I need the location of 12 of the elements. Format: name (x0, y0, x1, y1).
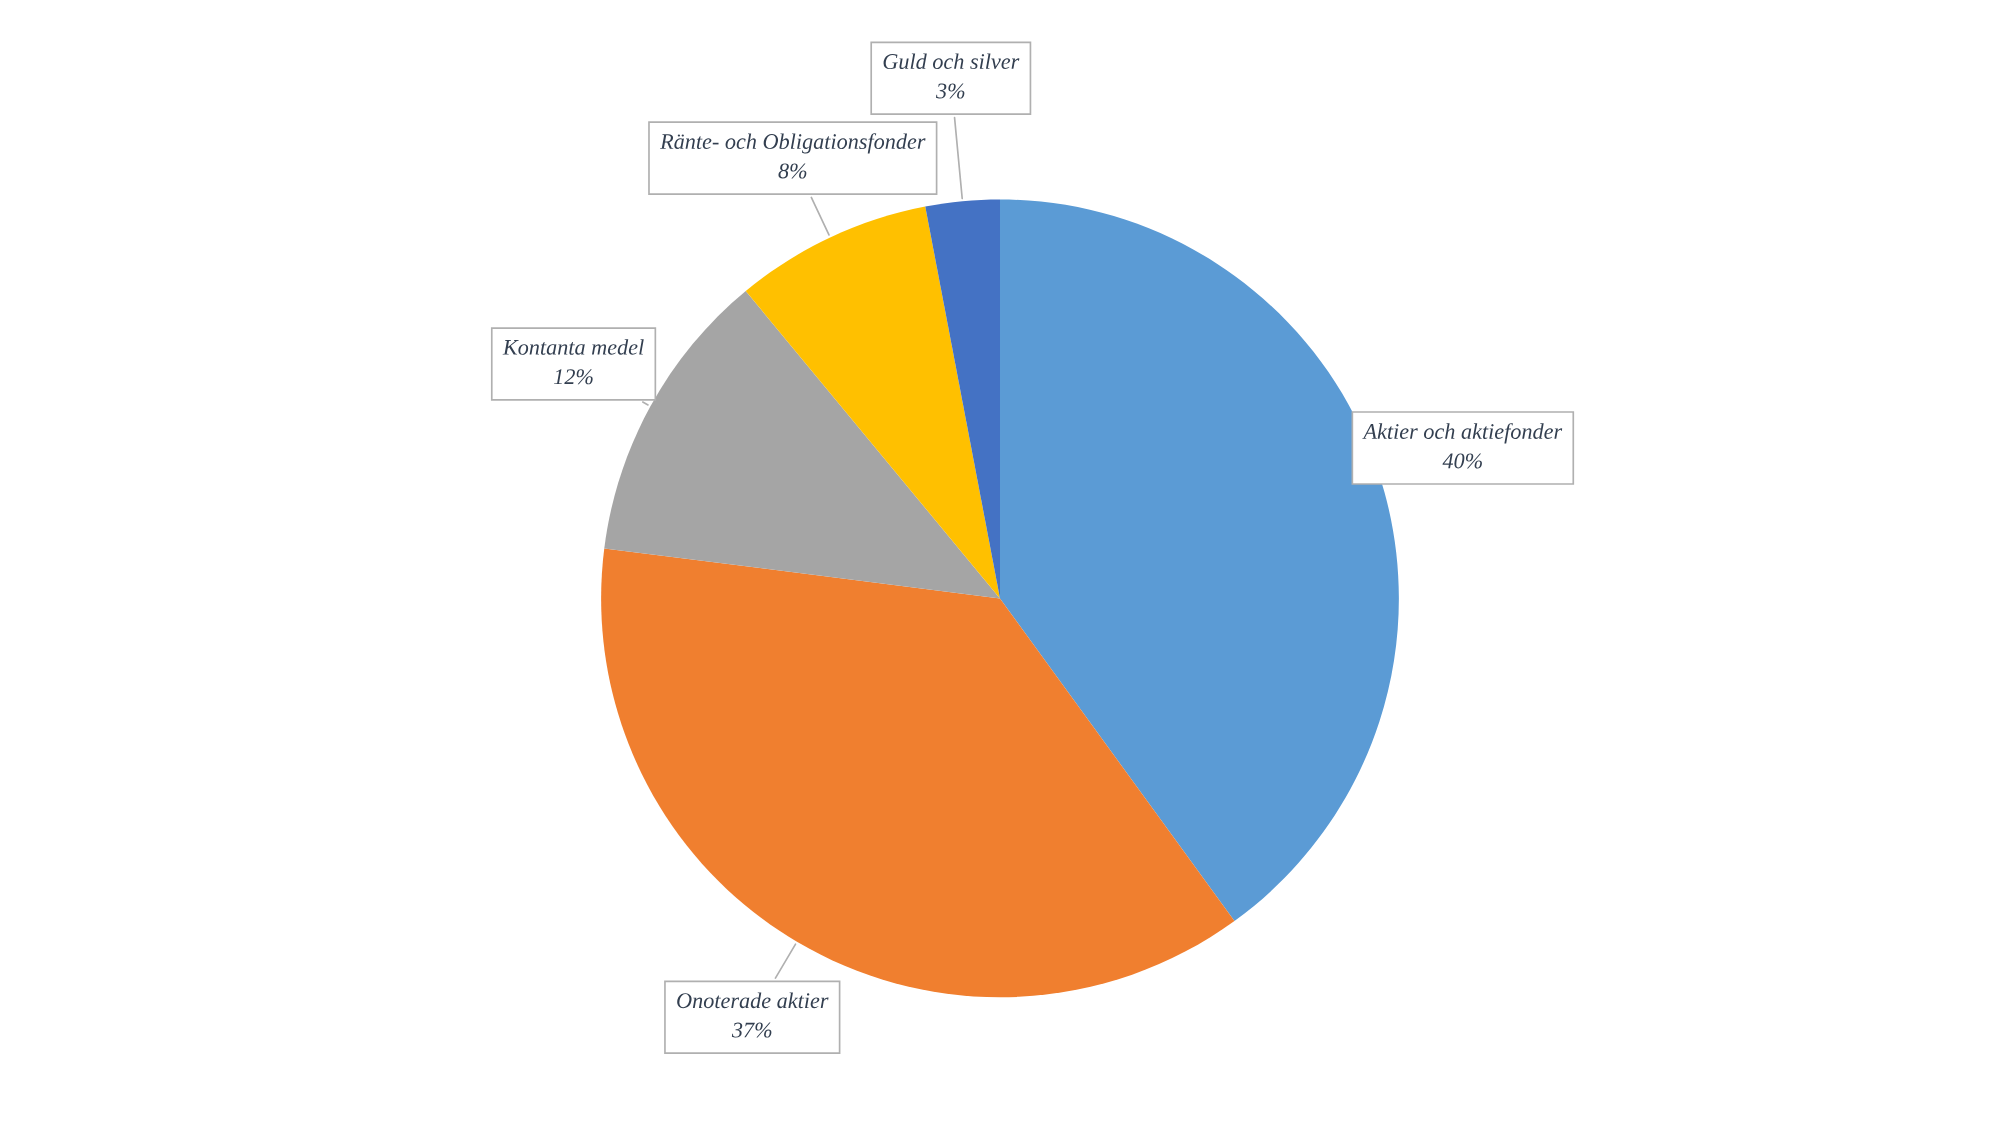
slice-label: Guld och silver (883, 53, 1020, 70)
pie-slice (925, 199, 1000, 599)
slice-label: Onoterade aktier (677, 992, 829, 1009)
data-label: 40% (1442, 453, 1482, 469)
data-label: 8% (778, 163, 807, 179)
slice-label: Kontanta medel (502, 339, 644, 355)
pie-slice (745, 206, 1000, 599)
slice-label: Aktier och aktiefonder (1362, 423, 1563, 444)
data-label: 3% (935, 83, 965, 99)
data-label: 12% (553, 369, 593, 385)
slice-label: Ränte- och Obligationsfonder (659, 133, 926, 154)
data-label: 37% (731, 1022, 772, 1038)
